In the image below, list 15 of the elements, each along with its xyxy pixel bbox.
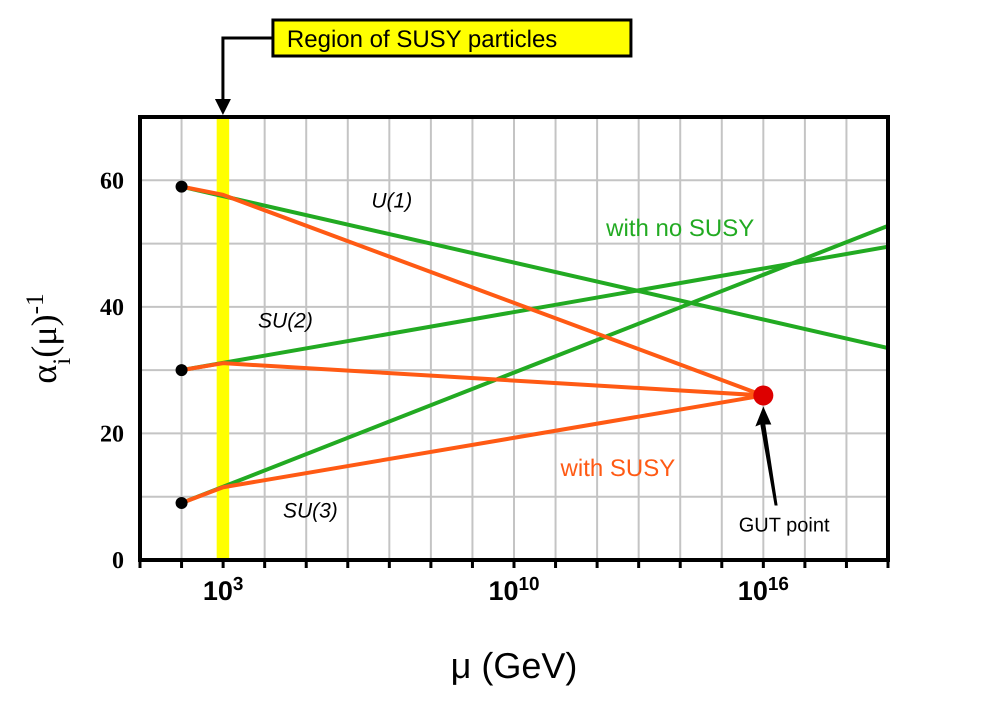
x-tick-label: 10$^{3}$ <box>202 574 244 606</box>
annotation: U(1) <box>371 189 412 212</box>
x-tick-label: 10$^{16}$ <box>738 574 789 606</box>
x-tick-label: 10$^{10}$ <box>488 574 540 606</box>
annotation: SU(3) <box>282 499 338 522</box>
x-axis-title: μ (GeV) <box>450 645 578 686</box>
y-tick-label: 60 <box>100 168 124 194</box>
annotation: GUT point <box>738 514 830 537</box>
y-tick-label: 40 <box>100 294 124 321</box>
annotation: with no SUSY <box>605 214 754 242</box>
annotation: with SUSY <box>560 455 676 482</box>
text: Region of SUSY particles <box>286 26 558 53</box>
y-tick-label: 0 <box>112 548 124 574</box>
y-tick-label: 20 <box>100 421 124 448</box>
annotation: SU(2) <box>258 310 313 333</box>
